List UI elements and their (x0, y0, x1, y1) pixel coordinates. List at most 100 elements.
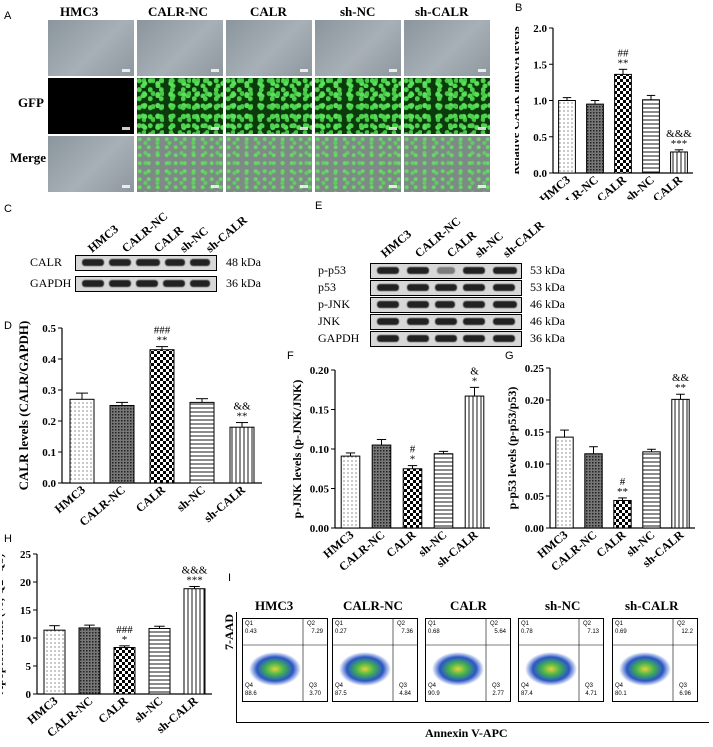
x-tick-label: HMC3 (52, 483, 88, 516)
flow-yaxis (236, 612, 237, 722)
significance-label: &&& (182, 564, 208, 576)
lane-label: sh-NC (177, 224, 211, 255)
panel-letter-b: B (515, 2, 523, 14)
quadrant-label: Q3 (584, 683, 593, 689)
y-tick-label: 1.5 (533, 59, 547, 71)
y-tick-label: 0.25 (525, 363, 545, 375)
chart-f: 0.00 0.05 0.10 0.15 0.20 p-JNK levels (p-JNK/… (290, 365, 490, 574)
quadrant-value: 88.6 (245, 691, 257, 697)
quadrant-value: 7.29 (311, 629, 323, 635)
blot-row-label: p-JNK (318, 297, 350, 311)
blot-kda: 48 kDa (226, 255, 261, 269)
micro-row-label: GFP (18, 95, 44, 110)
y-tick-label: 20 (20, 577, 32, 589)
y-axis-label: CALR levels (CALR/GAPDH) (16, 321, 31, 491)
significance-label: ** (618, 57, 629, 69)
micro-image (315, 136, 401, 192)
significance-label: && (672, 372, 690, 384)
quadrant-label: Q4 (521, 683, 530, 689)
quadrant-value: 87.5 (335, 691, 347, 697)
y-tick-label: 0.05 (525, 491, 545, 503)
blot-kda: 36 kDa (226, 276, 261, 290)
blot-row-label: p-p53 (318, 263, 346, 277)
y-axis-label: Relative CALR mRNA levels (515, 26, 522, 175)
bar (614, 73, 632, 174)
flow-group-label: CALR-NC (343, 598, 403, 613)
significance-label: ** (675, 382, 686, 394)
blot-kda: 46 kDa (530, 314, 565, 328)
flow-plot: Q1 0.69 Q2 12.2 Q4 80.1 Q3 6.96 (612, 618, 698, 702)
x-tick-label: sh-CALR (201, 482, 248, 525)
x-tick-label: CALR (133, 482, 168, 515)
significance-label: ### (116, 624, 133, 636)
panel-letter-c: C (4, 203, 12, 215)
flow-xaxis (236, 722, 709, 723)
significance-label: *** (671, 138, 688, 150)
quadrant-label: Q3 (678, 683, 687, 689)
micro-image (226, 78, 312, 134)
y-tick-label: 0.10 (525, 459, 545, 471)
micro-image (137, 78, 223, 134)
bar (613, 499, 632, 529)
quadrant-label: Q2 (396, 621, 405, 627)
bar (189, 401, 215, 484)
panel-letter-a: A (4, 10, 12, 22)
bar (43, 629, 66, 695)
significance-label: * (410, 454, 416, 466)
bar (402, 468, 423, 529)
y-tick-label: 0.5 (42, 323, 56, 335)
flow-xlabel: Annexin V-APC (425, 726, 508, 740)
flow-group-label: sh-CALR (625, 598, 679, 613)
blot-row-label: GAPDH (318, 331, 360, 345)
significance-label: ## (618, 47, 630, 59)
blot-row-label: p53 (318, 280, 336, 294)
quadrant-label: Q2 (306, 621, 315, 627)
quadrant-value: 4.84 (399, 691, 411, 697)
bar (69, 398, 95, 484)
blot-band-row (75, 255, 217, 271)
micro-image (226, 20, 312, 76)
bar (148, 627, 171, 695)
bar (642, 451, 661, 529)
panel-letter-h: H (4, 533, 12, 545)
micro-image (315, 78, 401, 134)
flow-plot: Q1 0.43 Q2 7.29 Q4 88.6 Q3 3.70 (242, 618, 328, 702)
chart-g: 0.00 0.05 0.10 0.15 0.20 0.25 p-p53 levels (p-… (505, 363, 695, 574)
panel-letter-e: E (315, 200, 323, 212)
blot-band-row (370, 297, 522, 313)
lane-label: sh-NC (472, 229, 506, 260)
quadrant-value: 90.9 (428, 691, 440, 697)
flow-group-label: CALR (450, 598, 487, 613)
x-tick-label: sh-NC (174, 483, 208, 515)
y-axis-label: p-p53 levels (p-p53/p53) (505, 387, 519, 510)
y-tick-label: 0.0 (533, 168, 547, 180)
blot-c-lane-labels: HMC3 CALR-NC CALR sh-NC sh-CALR (85, 209, 250, 255)
blot-kda: 46 kDa (530, 297, 565, 311)
bar (584, 453, 603, 529)
quadrant-label: Q4 (245, 683, 254, 689)
y-tick-label: 0.0 (42, 478, 56, 490)
flow-group-label: sh-NC (545, 598, 581, 613)
significance-label: # (410, 444, 416, 456)
y-tick-label: 0.1 (42, 447, 56, 459)
blot-band-row (370, 314, 522, 330)
y-tick-label: 0.05 (310, 484, 330, 496)
blot-kda: 53 kDa (530, 280, 565, 294)
quadrant-label: Q1 (428, 621, 437, 627)
quadrant-value: 3.70 (309, 691, 321, 697)
quadrant-label: Q4 (615, 683, 624, 689)
quadrant-label: Q1 (335, 621, 344, 627)
quadrant-value: 6.96 (679, 691, 691, 697)
bar (229, 426, 255, 484)
bar (586, 103, 604, 174)
bar (109, 405, 135, 484)
significance-label: ### (154, 325, 171, 337)
micro-image (137, 136, 223, 192)
bar (642, 99, 660, 174)
flow-plot: Q1 0.68 Q2 5.64 Q4 90.9 Q3 2.77 (425, 618, 511, 702)
y-tick-label: 0.4 (42, 354, 56, 366)
bar (183, 588, 206, 695)
micro-image (404, 78, 490, 134)
bar (558, 100, 576, 174)
bar (113, 647, 136, 695)
